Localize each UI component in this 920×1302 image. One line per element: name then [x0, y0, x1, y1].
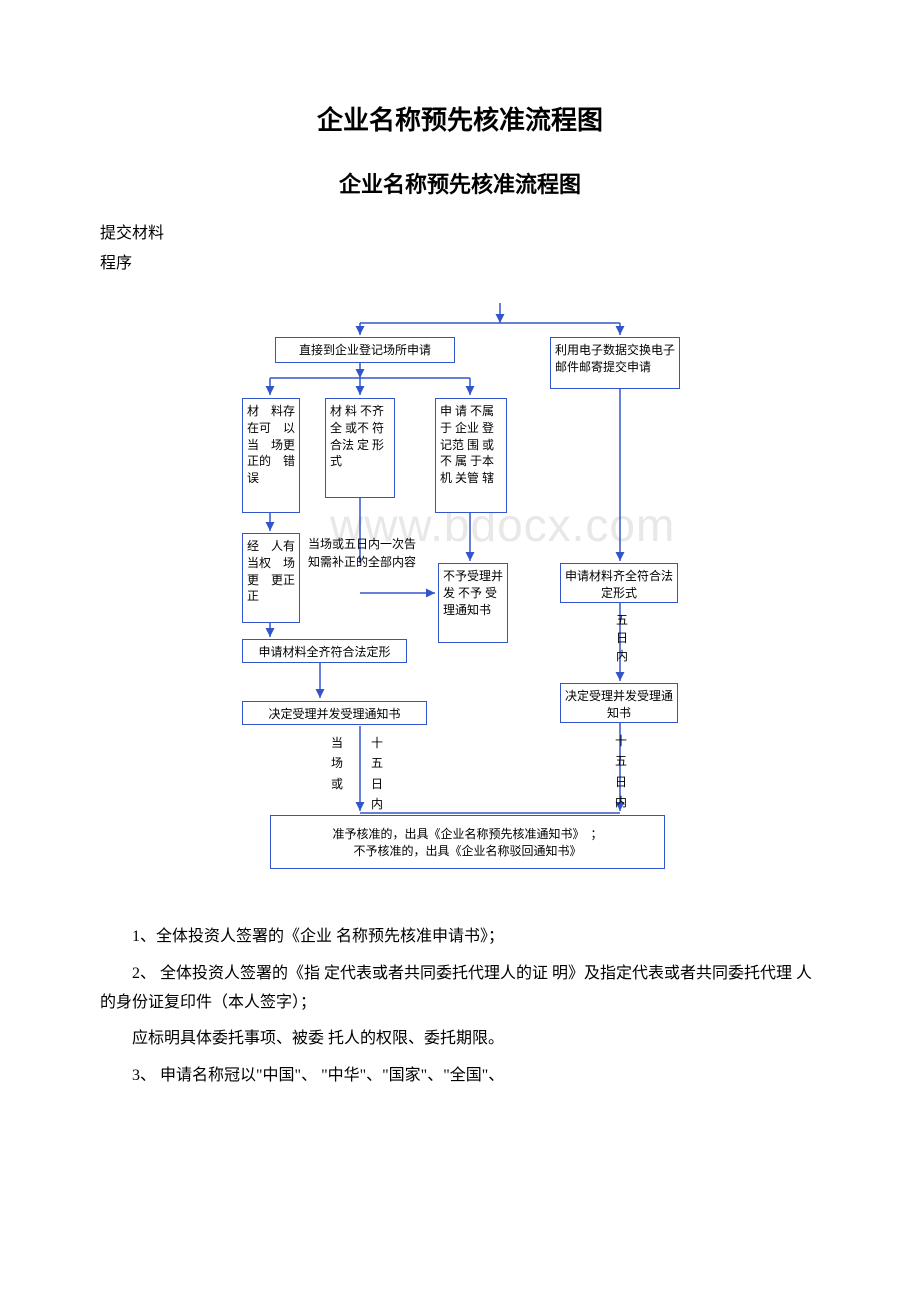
node-accept-right: 决定受理并发受理通知书 — [560, 683, 678, 723]
node-materials-complete-left: 申请材料全齐符合法定形 — [242, 639, 407, 663]
text-onsite-or: 当场或 — [328, 733, 346, 794]
node-accept-left: 决定受理并发受理通知书 — [242, 701, 427, 725]
node-direct-apply: 直接到企业登记场所申请 — [275, 337, 455, 363]
node-material-incomplete: 材 料 不齐 全 或不 符 合法 定 形式 — [325, 398, 395, 498]
text-five-days: 五日内 — [612, 611, 632, 665]
node-application-out-of-scope: 申 请 不属 于 企业 登 记范 围 或不 属 于本 机 关管 辖 — [435, 398, 507, 513]
flowchart: www.bdocx.com — [240, 303, 680, 903]
label-materials: 提交材料 — [100, 219, 820, 243]
flowchart-container: www.bdocx.com — [100, 303, 820, 903]
text-inform-supplement: 当场或五日内一次告知需补正的全部内容 — [307, 535, 417, 571]
document-page: 企业名称预先核准流程图 企业名称预先核准流程图 提交材料 程序 www.bdoc… — [0, 0, 920, 1139]
node-final-decision: 准予核准的，出具《企业名称预先核准通知书》 ； 不予核准的，出具《企业名称驳回通… — [270, 815, 665, 869]
page-title-main: 企业名称预先核准流程图 — [100, 100, 820, 137]
paragraph-4: 3、 申请名称冠以"中国"、 "中华"、"国家"、"全国"、 — [100, 1062, 820, 1091]
node-electronic-apply: 利用电子数据交换电子邮件邮寄提交申请 — [550, 337, 680, 389]
paragraph-2: 2、 全体投资人签署的《指 定代表或者共同委托代理人的证 明》及指定代表或者共同… — [100, 960, 820, 1018]
node-not-accept: 不予受理并 发 不予 受 理通知书 — [438, 563, 508, 643]
node-person-correct: 经 人有 当权 场更 更正 正 — [242, 533, 300, 623]
paragraph-3: 应标明具体委托事项、被委 托人的权限、委托期限。 — [100, 1025, 820, 1054]
paragraph-1: 1、全体投资人签署的《企业 名称预先核准申请书》； — [100, 923, 820, 952]
label-procedure: 程序 — [100, 249, 820, 273]
text-fifteen-days-left: 十五日内 — [368, 733, 386, 815]
text-fifteen-days-right: 十五日内 — [612, 731, 630, 813]
node-materials-complete-right: 申请材料齐全符合法定形式 — [560, 563, 678, 603]
node-material-error: 材 料存 在可 以当 场更 正的 错误 — [242, 398, 300, 513]
page-title-sub: 企业名称预先核准流程图 — [100, 167, 820, 199]
